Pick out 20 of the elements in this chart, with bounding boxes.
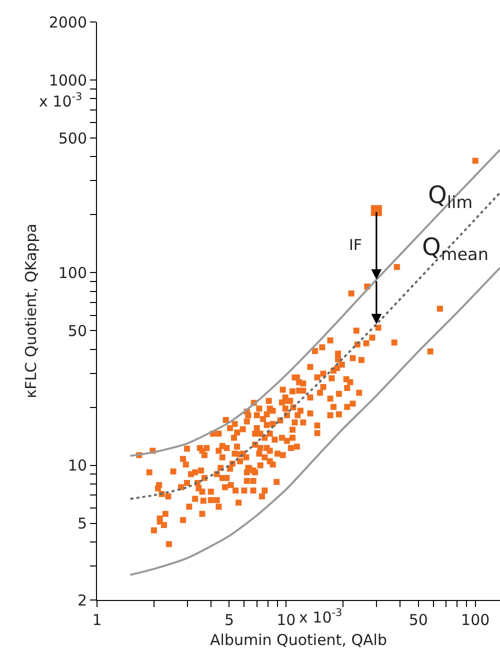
text: x 10$^{-3}$ <box>299 607 342 626</box>
x-tick-label: 50 <box>408 611 428 629</box>
x-tick-label: 100 <box>461 611 490 629</box>
annotation: Q$_{mean}$ <box>422 233 488 264</box>
y-tick-label: 10 <box>68 456 87 475</box>
text: x 10$^{-3}$ <box>39 91 82 110</box>
annotation: IF <box>349 236 362 254</box>
y-tick-label: 50 <box>68 322 87 340</box>
x-tick-label: 5 <box>224 611 234 629</box>
x-tick-label: 10 <box>276 611 296 629</box>
y-tick-label: 5 <box>77 514 87 533</box>
y-tick-label: 1000 <box>48 71 87 90</box>
y-tick-label: 2000 <box>48 13 87 32</box>
y-tick-label: 100 <box>58 264 87 282</box>
annotation: Q$_{lim}$ <box>428 181 473 212</box>
x-tick-label: 1 <box>92 611 102 629</box>
y-axis-title: κFLC Quotient, QKappa <box>22 224 40 398</box>
y-tick-label: 2 <box>77 591 87 610</box>
y-tick-label: 500 <box>58 129 87 148</box>
x-axis-title: Albumin Quotient, QAlb <box>210 631 387 649</box>
